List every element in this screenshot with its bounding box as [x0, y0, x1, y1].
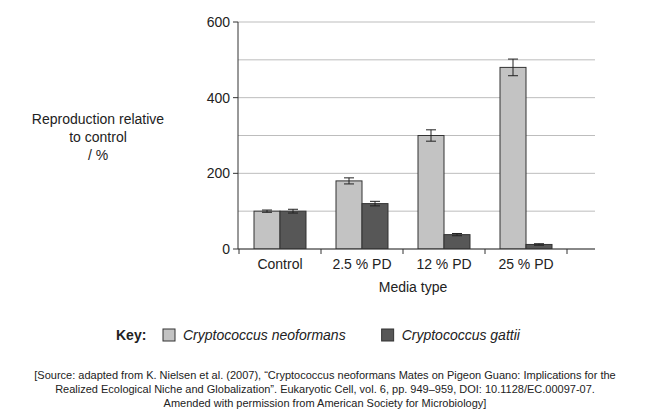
legend-label: Cryptococcus neoformans	[183, 327, 346, 343]
grid-line	[238, 22, 595, 23]
error-bar	[370, 201, 380, 206]
error-cap	[508, 75, 518, 76]
error-bar	[426, 130, 436, 141]
minor-grid-line	[238, 135, 595, 136]
error-cap	[288, 213, 298, 214]
x-tick	[485, 249, 486, 254]
x-tick-label: 2.5 % PD	[332, 256, 391, 272]
y-axis-label: to control	[69, 129, 127, 145]
y-tick	[233, 173, 238, 174]
legend-title: Key:	[116, 327, 146, 343]
x-axis	[238, 249, 595, 250]
y-tick	[233, 97, 238, 98]
minor-grid-line	[238, 59, 595, 60]
bar	[444, 235, 470, 249]
x-tick	[567, 249, 568, 254]
bar	[418, 136, 444, 250]
y-axis-label: / %	[88, 147, 108, 163]
error-bar	[508, 59, 518, 76]
grid-line	[238, 249, 595, 250]
legend-swatch	[163, 329, 175, 341]
error-cap	[370, 205, 380, 206]
error-cap	[288, 209, 298, 210]
bars	[254, 59, 552, 249]
x-axis-label: Media type	[379, 279, 448, 295]
error-bar	[262, 210, 272, 212]
error-cap	[452, 235, 462, 236]
x-tick	[239, 249, 240, 254]
x-tick-label: 12 % PD	[416, 256, 471, 272]
y-axis-label: Reproduction relative	[32, 111, 165, 127]
error-stem	[431, 130, 432, 141]
bar	[254, 211, 280, 249]
y-tick-label: 600	[207, 14, 231, 30]
error-cap	[534, 243, 544, 244]
bar	[362, 204, 388, 249]
error-stem	[293, 209, 294, 213]
chart: 0 200 400 600 Control 2.5 % PD 12 % PD 25 % PD M…	[0, 0, 650, 414]
bar	[500, 67, 526, 249]
grid-line	[238, 97, 595, 98]
error-cap	[262, 210, 272, 211]
error-cap	[452, 233, 462, 234]
error-stem	[349, 178, 350, 184]
error-stem	[513, 59, 514, 76]
bar	[280, 211, 306, 249]
error-cap	[262, 212, 272, 213]
y-tick	[233, 249, 238, 250]
error-cap	[508, 59, 518, 60]
error-cap	[344, 183, 354, 184]
error-bar	[288, 209, 298, 213]
error-bar	[534, 244, 544, 246]
error-cap	[370, 201, 380, 202]
bar	[526, 244, 552, 249]
error-cap	[534, 245, 544, 246]
y-tick-label: 0	[222, 241, 230, 257]
bar	[336, 181, 362, 249]
error-stem	[375, 201, 376, 206]
grid-line	[238, 173, 595, 174]
y-tick-label: 200	[207, 165, 231, 181]
y-axis	[238, 22, 239, 249]
legend-swatch	[382, 329, 394, 341]
y-tick	[233, 22, 238, 23]
error-cap	[426, 141, 436, 142]
source-text: Realized Ecological Niche and Globalizat…	[55, 383, 595, 395]
y-tick-label: 400	[207, 90, 231, 106]
x-tick-label: 25 % PD	[498, 256, 553, 272]
source-text: [Source: adapted from K. Nielsen et al. …	[34, 369, 615, 381]
x-tick-label: Control	[257, 256, 302, 272]
error-bar	[344, 178, 354, 184]
x-tick	[403, 249, 404, 254]
error-cap	[426, 129, 436, 130]
legend-label: Cryptococcus gattii	[402, 327, 521, 343]
x-tick	[321, 249, 322, 254]
error-bar	[452, 233, 462, 235]
error-cap	[344, 177, 354, 178]
source-text: Amended with permission from American So…	[164, 397, 487, 409]
